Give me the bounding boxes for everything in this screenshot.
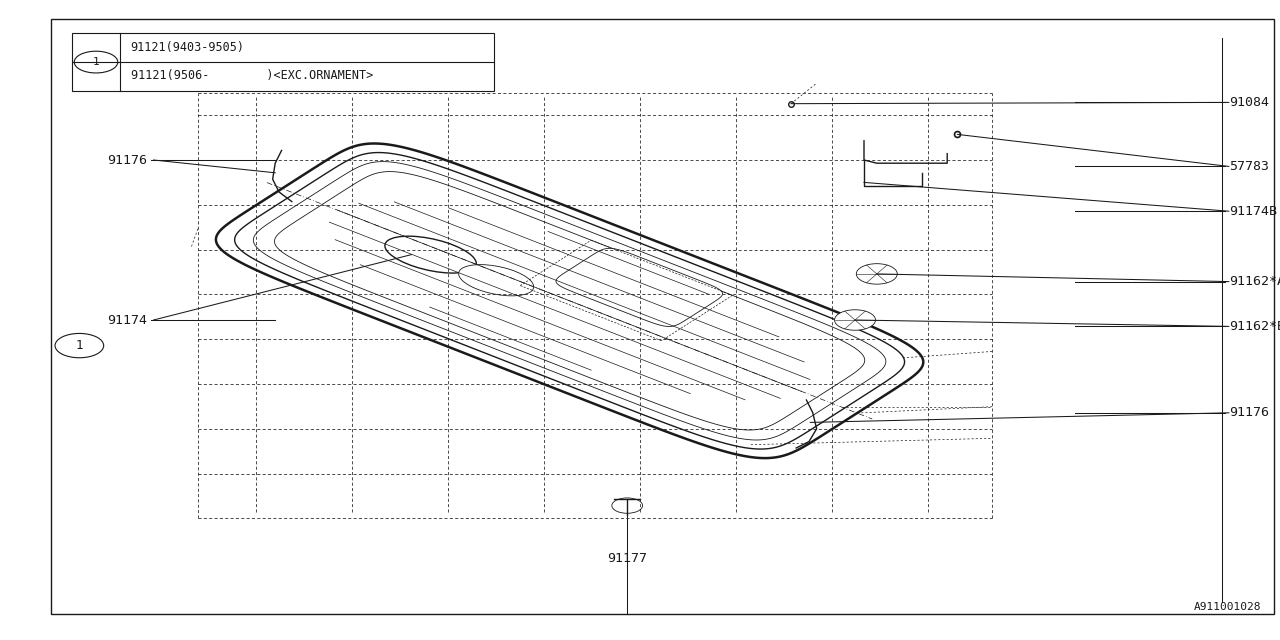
- Ellipse shape: [385, 236, 476, 273]
- Text: 91121(9403-9505): 91121(9403-9505): [131, 40, 244, 54]
- Circle shape: [835, 310, 876, 330]
- Text: 91177: 91177: [607, 552, 648, 564]
- Text: 57783: 57783: [1229, 160, 1268, 173]
- Circle shape: [856, 264, 897, 284]
- Text: 91121(9506-        )<EXC.ORNAMENT>: 91121(9506- )<EXC.ORNAMENT>: [131, 69, 372, 83]
- Text: 91174: 91174: [108, 314, 147, 326]
- Text: A911001028: A911001028: [1193, 602, 1261, 612]
- Text: 91084: 91084: [1229, 96, 1268, 109]
- Bar: [72, 33, 494, 91]
- Text: 91174B: 91174B: [1229, 205, 1277, 218]
- Ellipse shape: [458, 264, 534, 296]
- Text: 1: 1: [76, 339, 83, 352]
- Text: 91176: 91176: [108, 154, 147, 166]
- Text: 91162*A: 91162*A: [1229, 275, 1280, 288]
- Polygon shape: [556, 248, 723, 326]
- Text: 1: 1: [92, 57, 100, 67]
- Text: 91162*B: 91162*B: [1229, 320, 1280, 333]
- Text: 91176: 91176: [1229, 406, 1268, 419]
